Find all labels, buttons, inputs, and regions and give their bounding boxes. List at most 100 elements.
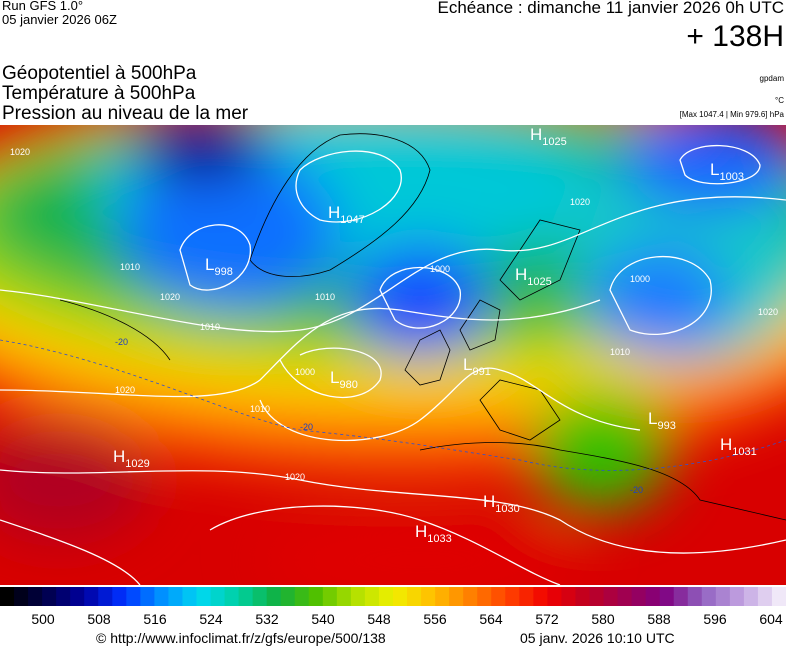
isotherm-label: -20 bbox=[115, 337, 128, 347]
isobar-label: 1020 bbox=[758, 307, 778, 317]
colorbar-label: 588 bbox=[647, 611, 671, 627]
isotherm-label: -20 bbox=[630, 485, 643, 495]
center-value: 1031 bbox=[732, 446, 756, 458]
isobar-label: 1010 bbox=[315, 292, 335, 302]
colorbar-label: 548 bbox=[367, 611, 391, 627]
colorbar-swatch bbox=[84, 587, 99, 606]
colorbar-label: 572 bbox=[535, 611, 559, 627]
colorbar-swatch bbox=[70, 587, 85, 606]
colorbar-swatch bbox=[449, 587, 464, 606]
pressure-center: H1025 bbox=[515, 265, 552, 288]
colorbar-swatch bbox=[126, 587, 141, 606]
isobar-label: 1000 bbox=[295, 367, 315, 377]
center-value: 1033 bbox=[427, 533, 451, 545]
colorbar-swatch bbox=[210, 587, 226, 606]
colorbar-swatch bbox=[252, 587, 268, 606]
colorbar-swatch bbox=[56, 587, 71, 606]
colorbar-swatch bbox=[238, 587, 254, 606]
colorbar-swatch bbox=[631, 587, 647, 606]
isobar-label: 1010 bbox=[120, 262, 140, 272]
pressure-center: H1031 bbox=[720, 435, 757, 458]
colorbar-swatch bbox=[308, 587, 324, 606]
colorbar-swatch bbox=[196, 587, 212, 606]
pressure-center: L1003 bbox=[710, 160, 744, 183]
center-letter: L bbox=[463, 355, 472, 374]
center-letter: H bbox=[483, 492, 495, 511]
colorbar-label: 500 bbox=[31, 611, 55, 627]
center-value: 991 bbox=[472, 366, 490, 378]
colorbar-swatch bbox=[140, 587, 155, 606]
title: Température à 500hPa bbox=[2, 83, 196, 104]
center-letter: H bbox=[328, 203, 340, 222]
colorbar-label: 508 bbox=[87, 611, 111, 627]
center-letter: L bbox=[205, 255, 214, 274]
pressure-center: H1030 bbox=[483, 492, 520, 515]
pressure-center: L991 bbox=[463, 355, 491, 378]
center-value: 1025 bbox=[527, 276, 551, 288]
colorbar-swatch bbox=[42, 587, 57, 606]
center-value: 980 bbox=[339, 379, 357, 391]
temperature-field bbox=[0, 125, 786, 585]
colorbar-label: 604 bbox=[759, 611, 783, 627]
colorbar-swatch bbox=[14, 587, 29, 606]
colorbar-swatch bbox=[659, 587, 675, 606]
isobar-label: 1020 bbox=[285, 472, 305, 482]
colorbar-swatch bbox=[154, 587, 169, 606]
title: Pression au niveau de la mer bbox=[2, 103, 249, 124]
footer-source: © http://www.infoclimat.fr/z/gfs/europe/… bbox=[96, 630, 386, 646]
center-value: 1047 bbox=[340, 214, 364, 226]
colorbar-swatch bbox=[435, 587, 450, 606]
pressure-center: L993 bbox=[648, 409, 676, 432]
isotherm-label: -20 bbox=[300, 422, 313, 432]
center-letter: H bbox=[415, 522, 427, 541]
colorbar-swatch bbox=[98, 587, 113, 606]
center-letter: L bbox=[648, 409, 657, 428]
run-label: Run GFS 1.0° bbox=[2, 0, 84, 13]
colorbar-swatch bbox=[589, 587, 605, 606]
footer-timestamp: 05 janv. 2026 10:10 UTC bbox=[520, 630, 675, 646]
isobar-label: 1020 bbox=[570, 197, 590, 207]
colorbar-label: 532 bbox=[255, 611, 279, 627]
colorbar-swatch bbox=[266, 587, 282, 606]
colorbar-swatch bbox=[477, 587, 492, 606]
colorbar-swatch bbox=[421, 587, 436, 606]
colorbar-swatch bbox=[547, 587, 562, 606]
isobar-label: 1010 bbox=[610, 347, 630, 357]
pressure-center: H1047 bbox=[328, 203, 365, 226]
colorbar-swatch bbox=[294, 587, 310, 606]
pressure-center: H1029 bbox=[113, 447, 150, 470]
colorbar-swatch bbox=[729, 587, 745, 606]
center-letter: H bbox=[530, 125, 542, 144]
colorbar-swatch bbox=[533, 587, 548, 606]
colorbar-swatch bbox=[645, 587, 661, 606]
colorbar-label: 580 bbox=[591, 611, 615, 627]
colorbar-label: 540 bbox=[311, 611, 335, 627]
title: Géopotentiel à 500hPa bbox=[2, 63, 197, 84]
colorbar-swatch bbox=[743, 587, 759, 606]
colorbar-swatch bbox=[28, 587, 43, 606]
colorbar-swatch bbox=[280, 587, 296, 606]
center-letter: L bbox=[710, 160, 719, 179]
isobar-label: 1020 bbox=[10, 147, 30, 157]
center-letter: L bbox=[330, 368, 339, 387]
center-value: 1025 bbox=[542, 136, 566, 148]
colorbar-label: 564 bbox=[479, 611, 503, 627]
isobar-label: 1010 bbox=[200, 322, 220, 332]
pressure-center: H1033 bbox=[415, 522, 452, 545]
colorbar-swatch bbox=[575, 587, 590, 606]
center-letter: H bbox=[515, 265, 527, 284]
colorbar-swatch bbox=[673, 587, 689, 606]
pressure-center: L998 bbox=[205, 255, 233, 278]
echeance: Echéance : dimanche 11 janvier 2026 0h U… bbox=[437, 0, 785, 17]
pressure-center: L980 bbox=[330, 368, 358, 391]
run-date: 05 janvier 2026 06Z bbox=[2, 12, 117, 27]
isobar-label: 1020 bbox=[160, 292, 180, 302]
unit: [Max 1047.4 | Min 979.6] hPa bbox=[679, 110, 784, 119]
colorbar-swatch bbox=[771, 587, 786, 606]
colorbar-swatch bbox=[617, 587, 633, 606]
colorbar-swatch bbox=[715, 587, 731, 606]
colorbar-swatch bbox=[322, 587, 338, 606]
colorbar-swatch bbox=[701, 587, 717, 606]
center-value: 1003 bbox=[719, 171, 743, 183]
